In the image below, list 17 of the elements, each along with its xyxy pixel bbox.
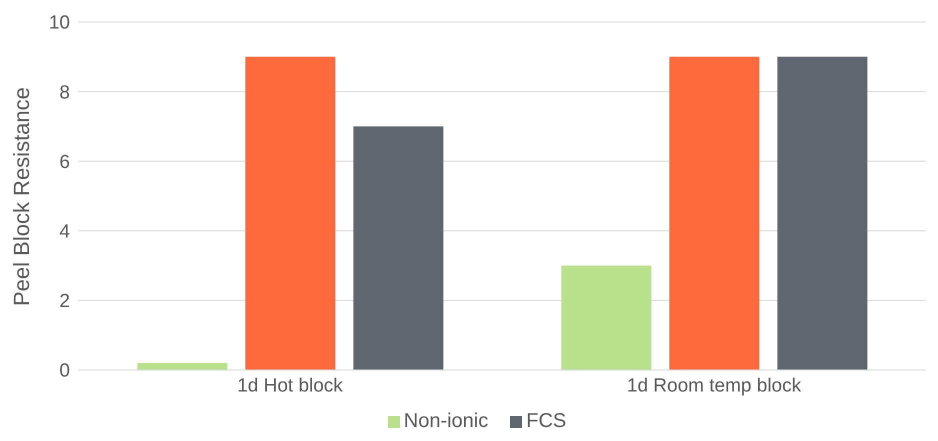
bar [137,363,228,370]
x-tick-label: 1d Hot block [237,375,344,396]
bar [669,56,760,370]
legend-label: FCS [526,410,566,433]
bar [561,266,652,370]
bar [777,56,868,370]
legend-label: Non-ionic [404,410,488,433]
y-axis-title: Peel Block Resistance [8,87,34,306]
y-tick-label: 0 [59,360,70,382]
y-tick-label: 2 [59,291,70,312]
bar [353,126,444,370]
y-tick-label: 10 [48,12,70,34]
y-tick-label: 6 [59,152,70,173]
x-tick-label: 1d Room temp block [626,375,802,396]
y-tick-label: 8 [59,82,70,104]
bar [245,56,336,370]
y-tick-label: 4 [59,222,70,243]
